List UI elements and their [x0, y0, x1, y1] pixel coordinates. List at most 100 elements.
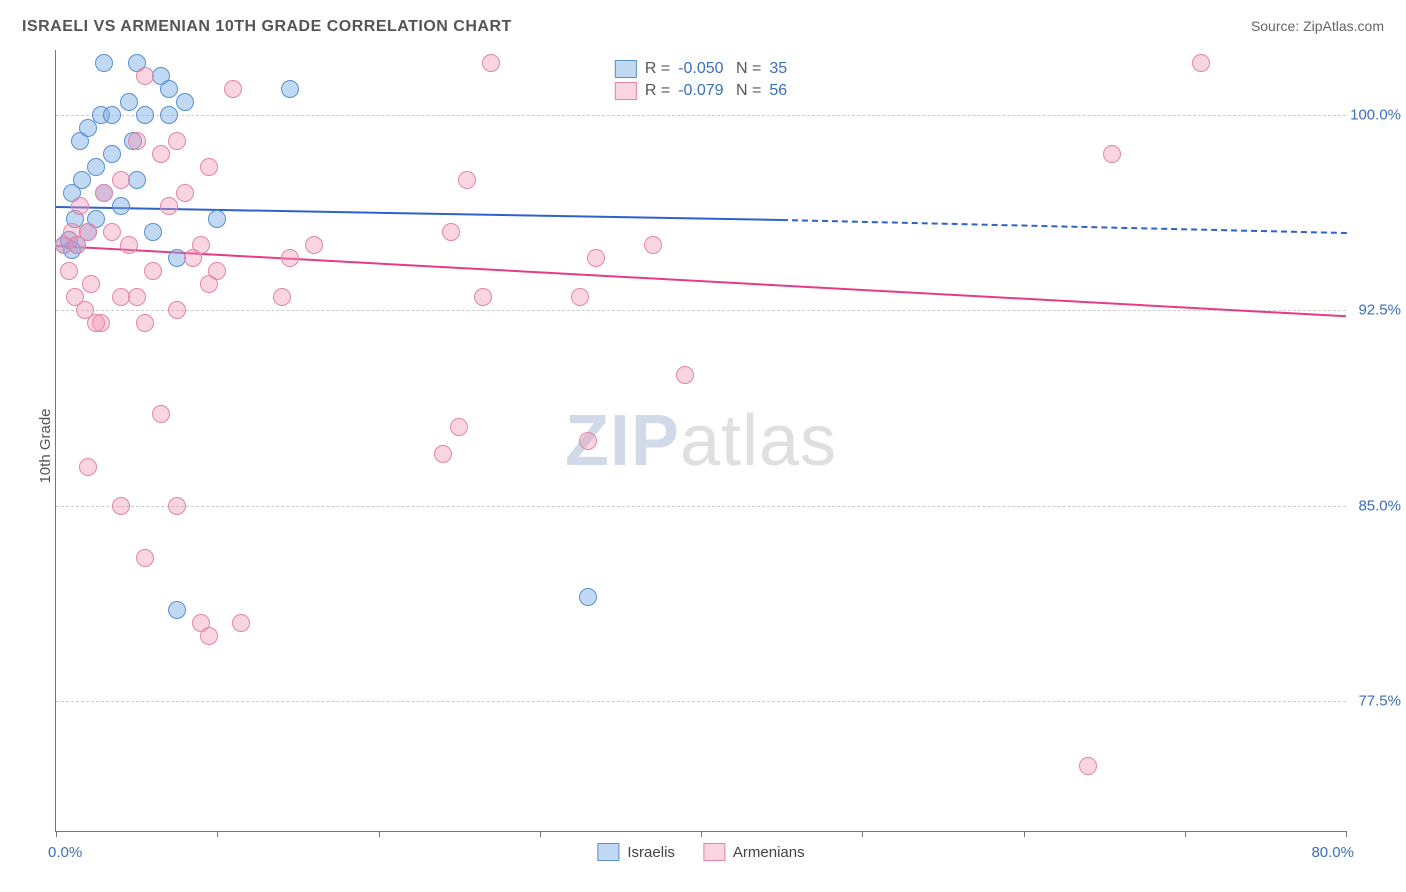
- y-axis-label: 10th Grade: [37, 408, 54, 483]
- x-tick: [217, 831, 218, 837]
- data-point: [120, 236, 138, 254]
- data-point: [136, 67, 154, 85]
- trend-line: [56, 245, 1346, 317]
- data-point: [434, 445, 452, 463]
- legend-n-armenians: 56: [769, 80, 787, 102]
- correlation-legend: R = -0.050 N = 35 R = -0.079 N = 56: [605, 52, 797, 108]
- data-point: [168, 132, 186, 150]
- legend-n-label: N =: [732, 58, 762, 80]
- data-point: [200, 158, 218, 176]
- legend-item-armenians: Armenians: [703, 843, 805, 861]
- data-point: [1103, 145, 1121, 163]
- x-max-label: 80.0%: [1311, 844, 1354, 861]
- data-point: [136, 549, 154, 567]
- data-point: [176, 184, 194, 202]
- x-tick: [701, 831, 702, 837]
- x-tick: [379, 831, 380, 837]
- data-point: [1192, 54, 1210, 72]
- series-legend: Israelis Armenians: [597, 843, 804, 861]
- data-point: [676, 366, 694, 384]
- y-tick-label: 92.5%: [1346, 302, 1401, 319]
- data-point: [442, 223, 460, 241]
- data-point: [152, 405, 170, 423]
- legend-row-armenians: R = -0.079 N = 56: [615, 80, 787, 102]
- source-link[interactable]: ZipAtlas.com: [1303, 18, 1384, 34]
- data-point: [120, 93, 138, 111]
- trend-line: [782, 219, 1346, 234]
- watermark: ZIPatlas: [565, 400, 837, 482]
- data-point: [587, 249, 605, 267]
- gridline: [56, 506, 1346, 507]
- data-point: [103, 145, 121, 163]
- data-point: [458, 171, 476, 189]
- x-tick: [1185, 831, 1186, 837]
- legend-r-armenians: -0.079: [678, 80, 723, 102]
- data-point: [128, 171, 146, 189]
- data-point: [1079, 757, 1097, 775]
- data-point: [232, 614, 250, 632]
- data-point: [644, 236, 662, 254]
- data-point: [176, 93, 194, 111]
- data-point: [579, 588, 597, 606]
- x-tick: [1346, 831, 1347, 837]
- data-point: [160, 80, 178, 98]
- data-point: [144, 262, 162, 280]
- data-point: [128, 288, 146, 306]
- data-point: [82, 275, 100, 293]
- data-point: [305, 236, 323, 254]
- data-point: [79, 458, 97, 476]
- data-point: [160, 197, 178, 215]
- data-point: [95, 54, 113, 72]
- data-point: [73, 171, 91, 189]
- data-point: [112, 171, 130, 189]
- data-point: [152, 145, 170, 163]
- chart-source: Source: ZipAtlas.com: [1251, 18, 1384, 34]
- swatch-armenians: [703, 843, 725, 861]
- data-point: [224, 80, 242, 98]
- chart-header: ISRAELI VS ARMENIAN 10TH GRADE CORRELATI…: [22, 18, 1384, 36]
- data-point: [144, 223, 162, 241]
- data-point: [128, 132, 146, 150]
- data-point: [103, 106, 121, 124]
- legend-label-israelis: Israelis: [627, 844, 675, 861]
- gridline: [56, 310, 1346, 311]
- x-tick: [1024, 831, 1025, 837]
- data-point: [87, 158, 105, 176]
- legend-n-label: N =: [732, 80, 762, 102]
- data-point: [112, 197, 130, 215]
- data-point: [474, 288, 492, 306]
- y-tick-label: 77.5%: [1346, 692, 1401, 709]
- plot-area: ZIPatlas R = -0.050 N = 35 R = -0.079 N …: [55, 50, 1346, 832]
- data-point: [208, 210, 226, 228]
- data-point: [168, 497, 186, 515]
- data-point: [103, 223, 121, 241]
- data-point: [450, 418, 468, 436]
- legend-row-israelis: R = -0.050 N = 35: [615, 58, 787, 80]
- data-point: [482, 54, 500, 72]
- swatch-israelis: [597, 843, 619, 861]
- legend-r-israelis: -0.050: [678, 58, 723, 80]
- legend-item-israelis: Israelis: [597, 843, 675, 861]
- data-point: [136, 314, 154, 332]
- x-tick: [862, 831, 863, 837]
- y-tick-label: 85.0%: [1346, 497, 1401, 514]
- y-tick-label: 100.0%: [1346, 107, 1401, 124]
- data-point: [71, 197, 89, 215]
- data-point: [281, 80, 299, 98]
- data-point: [136, 106, 154, 124]
- legend-r-label: R =: [645, 80, 670, 102]
- data-point: [112, 497, 130, 515]
- x-tick: [56, 831, 57, 837]
- plot-area-wrap: ZIPatlas R = -0.050 N = 35 R = -0.079 N …: [55, 50, 1346, 832]
- data-point: [95, 184, 113, 202]
- swatch-armenians: [615, 82, 637, 100]
- data-point: [79, 223, 97, 241]
- data-point: [281, 249, 299, 267]
- source-prefix: Source:: [1251, 18, 1303, 34]
- data-point: [160, 106, 178, 124]
- data-point: [168, 301, 186, 319]
- x-tick: [540, 831, 541, 837]
- swatch-israelis: [615, 60, 637, 78]
- chart-title: ISRAELI VS ARMENIAN 10TH GRADE CORRELATI…: [22, 18, 512, 36]
- data-point: [579, 432, 597, 450]
